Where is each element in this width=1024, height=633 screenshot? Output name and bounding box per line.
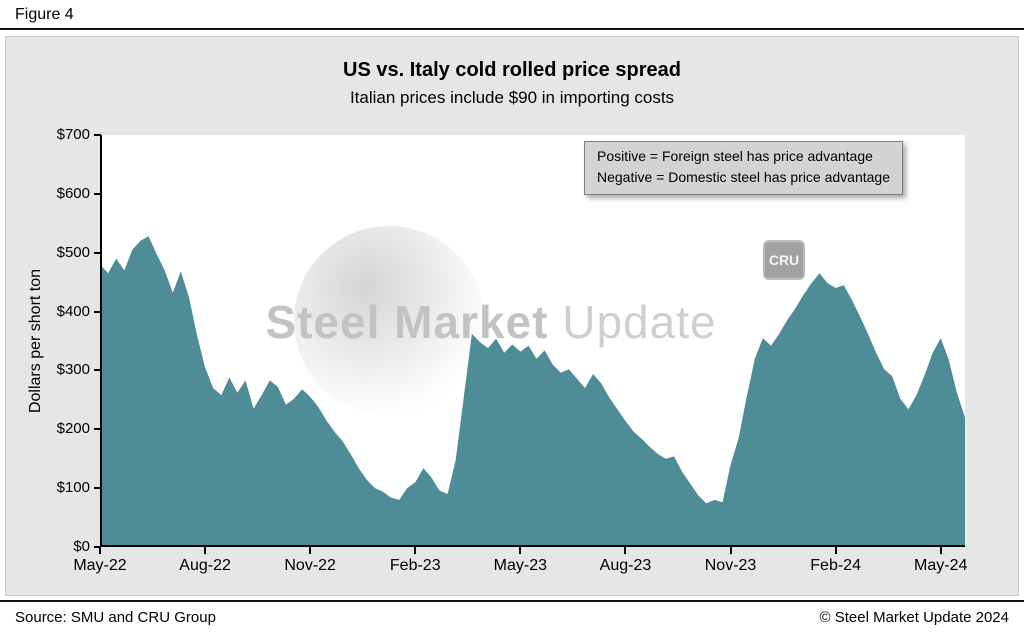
x-tick-mark xyxy=(834,547,837,554)
chart-subtitle: Italian prices include $90 in importing … xyxy=(349,88,675,107)
smu-logo-watermark xyxy=(294,226,484,416)
y-tick-label: $600 xyxy=(56,184,90,202)
x-tick-mark xyxy=(309,547,312,554)
source-text: Source: SMU and CRU Group xyxy=(15,609,216,626)
x-tick-label: Feb-24 xyxy=(810,557,861,574)
footer: Source: SMU and CRU Group © Steel Market… xyxy=(0,600,1024,633)
chart-title: US vs. Italy cold rolled price spread xyxy=(343,59,681,81)
y-tick-label: $0 xyxy=(73,538,90,555)
watermark-text-update: Update xyxy=(562,296,717,348)
y-axis-title: Dollars per short ton xyxy=(27,268,44,414)
y-tick-mark xyxy=(94,192,101,195)
y-tick-label: $400 xyxy=(56,302,90,320)
x-tick-mark xyxy=(519,547,522,554)
figure-label: Figure 4 xyxy=(15,6,74,23)
y-tick-mark xyxy=(94,134,101,136)
legend-box: Positive = Foreign steel has price advan… xyxy=(584,141,903,195)
y-tick-label: $100 xyxy=(56,479,90,497)
x-tick-label: Feb-23 xyxy=(389,557,441,574)
x-tick-label: Aug-22 xyxy=(179,557,231,574)
chart-panel: US vs. Italy cold rolled price spread It… xyxy=(5,36,1019,596)
x-tick-label: May-23 xyxy=(493,557,548,574)
x-tick-mark xyxy=(99,547,101,554)
y-tick-label: $300 xyxy=(56,361,90,379)
x-tick-label: Nov-22 xyxy=(284,557,336,574)
y-tick-mark xyxy=(94,428,101,431)
legend-line-positive: Positive = Foreign steel has price advan… xyxy=(597,148,873,164)
y-tick-mark xyxy=(94,310,101,313)
y-tick-mark xyxy=(94,487,101,490)
watermark-text: Steel Market Update xyxy=(181,295,801,349)
y-tick-mark xyxy=(94,251,101,254)
x-tick-label: Aug-23 xyxy=(599,557,652,574)
watermark-text-bold: Steel Market xyxy=(265,296,549,348)
y-tick-label: $500 xyxy=(56,243,90,261)
x-tick-mark xyxy=(624,547,627,554)
x-tick-mark xyxy=(414,547,417,554)
y-tick-mark xyxy=(94,546,101,548)
y-tick-label: $200 xyxy=(56,420,90,438)
cru-logo-text: CRU xyxy=(768,252,800,268)
x-tick-mark xyxy=(939,547,942,554)
price-spread-area xyxy=(100,236,965,547)
x-tick-label: May-22 xyxy=(73,557,127,574)
legend-line-negative: Negative = Domestic steel has price adva… xyxy=(597,169,890,185)
x-tick-label: Nov-23 xyxy=(704,557,757,574)
copyright-text: © Steel Market Update 2024 xyxy=(819,609,1010,626)
y-tick-label: $700 xyxy=(56,126,90,143)
y-tick-mark xyxy=(94,369,101,372)
figure-header: Figure 4 xyxy=(0,0,1024,30)
cru-logo-watermark: CRU xyxy=(763,240,805,280)
area-chart-svg xyxy=(100,135,965,547)
x-tick-mark xyxy=(729,547,732,554)
x-tick-label: May-24 xyxy=(914,557,968,574)
x-tick-mark xyxy=(204,547,207,554)
